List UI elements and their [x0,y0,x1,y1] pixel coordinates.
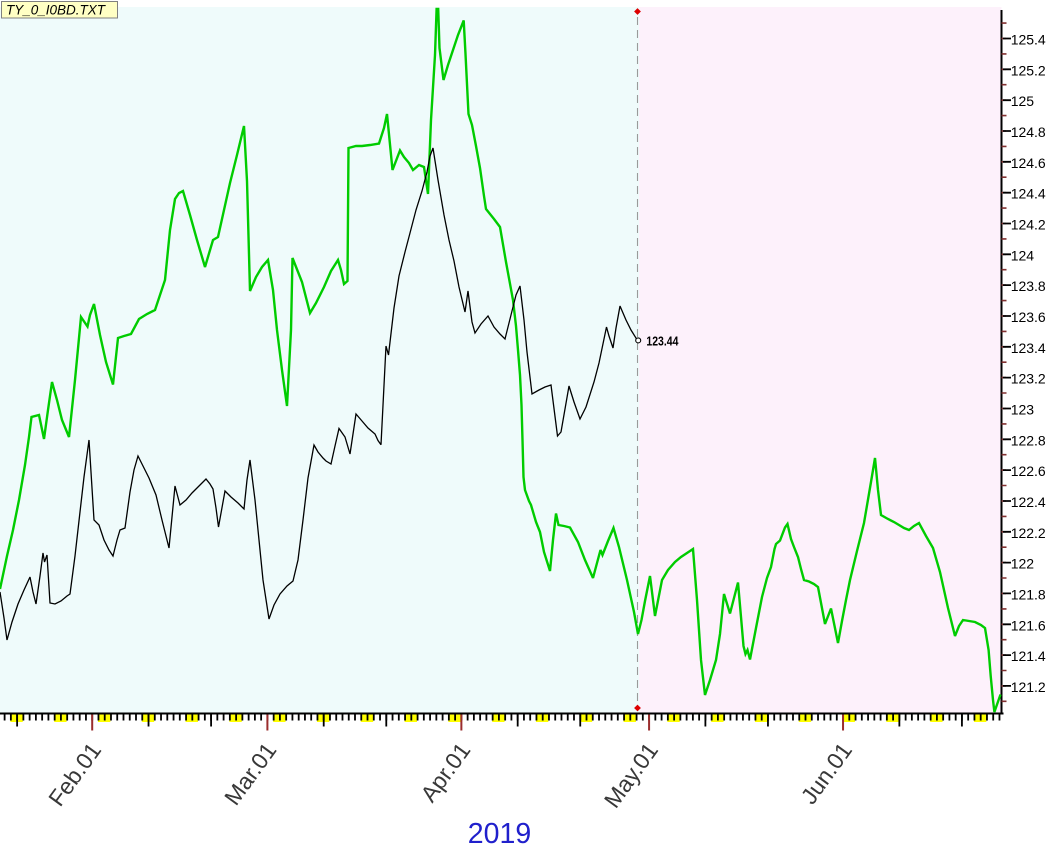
svg-text:123.8: 123.8 [1011,278,1046,294]
svg-text:123.44: 123.44 [646,334,678,348]
svg-text:124.6: 124.6 [1011,155,1046,171]
svg-text:122.2: 122.2 [1011,525,1046,541]
svg-text:123.6: 123.6 [1011,309,1046,325]
svg-text:2019: 2019 [468,818,531,849]
svg-text:124.8: 124.8 [1011,124,1046,140]
svg-text:122.6: 122.6 [1011,463,1046,479]
svg-text:124.4: 124.4 [1011,186,1046,202]
svg-text:122.4: 122.4 [1011,494,1046,510]
svg-text:123: 123 [1011,402,1035,418]
svg-text:125: 125 [1011,93,1035,109]
svg-text:124: 124 [1011,247,1035,263]
svg-text:TY_0_I0BD.TXT: TY_0_I0BD.TXT [6,3,107,18]
svg-text:121.6: 121.6 [1011,617,1046,633]
svg-text:123.4: 123.4 [1011,340,1046,356]
svg-text:124.2: 124.2 [1011,217,1046,233]
svg-text:125.2: 125.2 [1011,62,1046,78]
svg-text:121.2: 121.2 [1011,679,1046,695]
svg-text:122: 122 [1011,556,1035,572]
svg-text:123.2: 123.2 [1011,371,1046,387]
svg-text:125.4: 125.4 [1011,32,1046,48]
svg-text:122.8: 122.8 [1011,432,1046,448]
svg-text:121.8: 121.8 [1011,586,1046,602]
svg-text:121.4: 121.4 [1011,648,1046,664]
